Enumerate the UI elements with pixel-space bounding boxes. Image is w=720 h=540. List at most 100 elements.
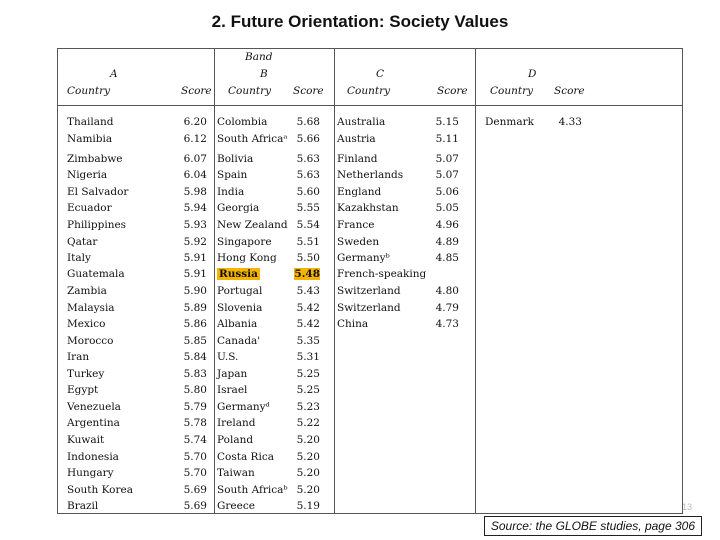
score-cell: 5.85 xyxy=(183,335,207,347)
country-cell: New Zealand xyxy=(217,219,288,231)
country-cell: Netherlands xyxy=(337,169,404,181)
score-cell: 5.23 xyxy=(296,401,320,413)
score-cell: 5.48 xyxy=(294,268,320,280)
page-number: 13 xyxy=(681,502,692,512)
score-cell: 5.20 xyxy=(296,434,320,446)
column-divider xyxy=(214,48,215,514)
country-cell: Morocco xyxy=(67,335,114,347)
col-header-score-c: Score xyxy=(437,85,468,97)
country-cell: Australia xyxy=(337,116,386,128)
score-cell: 5.66 xyxy=(296,133,320,145)
score-cell: 6.04 xyxy=(183,169,207,181)
country-cell: Italy xyxy=(67,252,91,264)
country-cell: Hungary xyxy=(67,467,114,479)
country-cell: Canada' xyxy=(217,335,261,347)
col-header-score-a: Score xyxy=(181,85,212,97)
country-cell: Slovenia xyxy=(217,302,263,314)
score-cell: 5.20 xyxy=(296,451,320,463)
score-cell: 5.05 xyxy=(435,202,459,214)
score-cell: 5.07 xyxy=(435,169,459,181)
country-cell: Greece xyxy=(217,500,255,512)
country-cell: Albania xyxy=(217,318,258,330)
country-cell: Bolivia xyxy=(217,153,254,165)
country-cell: Indonesia xyxy=(67,451,119,463)
score-cell: 4.85 xyxy=(435,252,459,264)
country-cell: South Africaᵃ xyxy=(217,133,288,145)
score-cell: 5.11 xyxy=(435,133,459,145)
score-cell: 5.50 xyxy=(296,252,320,264)
col-header-country-c: Country xyxy=(347,85,391,97)
score-cell: 5.25 xyxy=(296,384,320,396)
score-cell: 5.86 xyxy=(183,318,207,330)
score-cell: 5.20 xyxy=(296,467,320,479)
score-cell: 5.94 xyxy=(183,202,207,214)
country-cell: South Korea xyxy=(67,484,133,496)
country-cell: Brazil xyxy=(67,500,99,512)
score-cell: 5.68 xyxy=(296,116,320,128)
country-cell: Russia xyxy=(217,268,260,280)
score-cell: 6.12 xyxy=(183,133,207,145)
country-cell: Kazakhstan xyxy=(337,202,399,214)
country-cell: Poland xyxy=(217,434,254,446)
country-cell: Thailand xyxy=(67,116,114,128)
country-cell: Ecuador xyxy=(67,202,112,214)
column-divider xyxy=(475,48,476,514)
country-cell: Venezuela xyxy=(67,401,121,413)
country-cell: Georgia xyxy=(217,202,260,214)
score-cell: 4.89 xyxy=(435,236,459,248)
col-header-score-b: Score xyxy=(293,85,324,97)
country-cell: Ireland xyxy=(217,417,256,429)
country-cell: Israel xyxy=(217,384,248,396)
country-cell: Egypt xyxy=(67,384,99,396)
band-b-label: B xyxy=(260,68,268,80)
score-cell: 5.79 xyxy=(183,401,207,413)
band-c-label: C xyxy=(376,68,385,80)
score-cell: 5.69 xyxy=(183,500,207,512)
score-cell: 5.83 xyxy=(183,368,207,380)
score-cell: 5.69 xyxy=(183,484,207,496)
score-cell: 5.89 xyxy=(183,302,207,314)
country-cell: Namibia xyxy=(67,133,113,145)
country-cell: Germanyᵈ xyxy=(217,401,270,413)
country-cell: Zambia xyxy=(67,285,107,297)
country-cell: Colombia xyxy=(217,116,268,128)
score-cell: 5.84 xyxy=(183,351,207,363)
score-cell: 5.78 xyxy=(183,417,207,429)
country-cell: China xyxy=(337,318,369,330)
country-cell: Mexico xyxy=(67,318,106,330)
score-cell: 5.70 xyxy=(183,467,207,479)
score-cell: 5.42 xyxy=(296,302,320,314)
country-cell: U.S. xyxy=(217,351,239,363)
score-cell: 5.31 xyxy=(296,351,320,363)
score-cell: 5.19 xyxy=(296,500,320,512)
score-cell: 5.74 xyxy=(183,434,207,446)
band-header: Band xyxy=(245,51,273,63)
score-cell: 5.20 xyxy=(296,484,320,496)
country-cell: Sweden xyxy=(337,236,380,248)
country-cell: Argentina xyxy=(67,417,120,429)
score-cell: 5.98 xyxy=(183,186,207,198)
column-divider xyxy=(334,48,335,514)
score-cell: 5.63 xyxy=(296,169,320,181)
country-cell: Kuwait xyxy=(67,434,105,446)
score-cell: 5.06 xyxy=(435,186,459,198)
country-cell: French-speaking xyxy=(337,268,427,280)
country-cell: Turkey xyxy=(67,368,105,380)
country-cell: Taiwan xyxy=(217,467,255,479)
score-cell: 5.55 xyxy=(296,202,320,214)
country-cell: England xyxy=(337,186,382,198)
country-cell: Zimbabwe xyxy=(67,153,123,165)
country-cell: South Africaᵇ xyxy=(217,484,288,496)
score-cell: 6.20 xyxy=(183,116,207,128)
score-cell: 4.80 xyxy=(435,285,459,297)
score-cell: 5.70 xyxy=(183,451,207,463)
country-cell: Japan xyxy=(217,368,248,380)
score-cell: 5.90 xyxy=(183,285,207,297)
country-cell: Spain xyxy=(217,169,248,181)
band-d-label: D xyxy=(528,68,537,80)
country-cell: Malaysia xyxy=(67,302,115,314)
country-cell: Singapore xyxy=(217,236,272,248)
score-cell: 5.43 xyxy=(296,285,320,297)
score-cell: 6.07 xyxy=(183,153,207,165)
score-cell: 5.25 xyxy=(296,368,320,380)
